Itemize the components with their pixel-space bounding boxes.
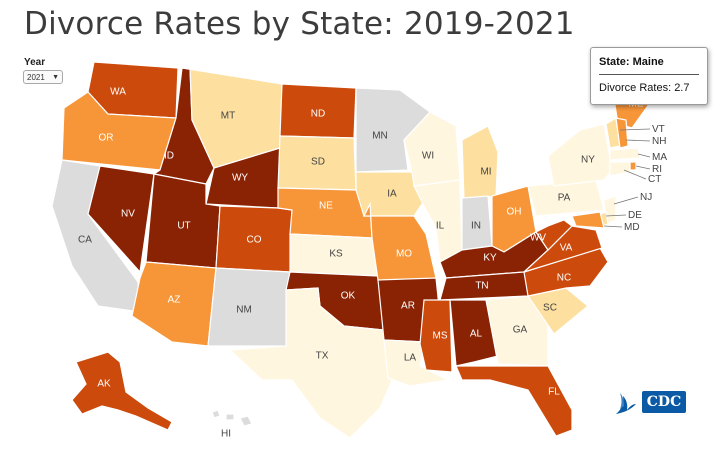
state-label-ak: AK <box>97 379 111 390</box>
state-label-ca: CA <box>78 235 92 246</box>
state-label-co: CO <box>247 235 262 246</box>
state-ak[interactable] <box>71 351 173 431</box>
chevron-down-icon: ▼ <box>52 74 59 81</box>
state-label-de: DE <box>628 210 642 221</box>
state-label-ok: OK <box>341 291 356 302</box>
state-label-nh: NH <box>652 136 666 147</box>
page-title: Divorce Rates by State: 2019-2021 <box>24 6 575 42</box>
state-wv[interactable] <box>535 219 573 251</box>
state-label-ks: KS <box>329 249 343 260</box>
state-label-ga: GA <box>513 325 528 336</box>
state-label-ny: NY <box>581 155 595 166</box>
state-label-mi: MI <box>480 167 491 178</box>
tooltip-state: State: Maine <box>599 56 699 75</box>
state-label-wi: WI <box>422 151 434 162</box>
state-label-wy: WY <box>232 173 248 184</box>
callout-line-ma <box>637 153 651 158</box>
state-label-la: LA <box>404 353 417 364</box>
state-label-sd: SD <box>311 157 325 168</box>
callout-line-nh <box>625 139 651 142</box>
state-label-nd: ND <box>311 109 325 120</box>
state-md[interactable] <box>571 211 605 229</box>
state-label-vt: VT <box>652 124 665 135</box>
state-label-va: VA <box>560 243 573 254</box>
state-al[interactable] <box>449 299 499 367</box>
state-label-in: IN <box>471 221 481 232</box>
state-label-nj: NJ <box>640 192 652 203</box>
state-hi[interactable] <box>211 409 253 427</box>
callout-line-nj <box>613 196 639 205</box>
state-tx[interactable] <box>228 287 393 439</box>
state-label-ut: UT <box>177 221 190 232</box>
state-label-al: AL <box>470 329 483 340</box>
state-ct[interactable] <box>609 161 631 177</box>
state-label-sc: SC <box>543 303 557 314</box>
state-label-pa: PA <box>558 193 571 204</box>
state-nh[interactable] <box>615 117 629 149</box>
state-label-fl: FL <box>548 387 560 398</box>
year-select-value: 2021 <box>27 73 45 82</box>
state-label-ar: AR <box>401 301 415 312</box>
cdc-logo-text: CDC <box>642 391 686 413</box>
state-label-wv: WV <box>530 233 546 244</box>
hhs-eagle-icon <box>616 393 636 414</box>
state-label-ky: KY <box>483 253 497 264</box>
state-fl[interactable] <box>455 365 573 437</box>
year-select[interactable]: 2021 ▼ <box>23 70 63 84</box>
callout-leaders <box>603 128 651 228</box>
state-label-nv: NV <box>121 209 135 220</box>
callout-line-ct <box>623 169 647 180</box>
state-nv[interactable] <box>87 165 155 274</box>
cdc-logo: CDC <box>612 387 692 417</box>
state-label-tn: TN <box>475 281 488 292</box>
state-ny[interactable] <box>547 123 613 187</box>
state-label-oh: OH <box>507 207 522 218</box>
state-label-nm: NM <box>236 305 252 316</box>
tooltip-rate: Divorce Rates: 2.7 <box>599 82 690 94</box>
state-label-wa: WA <box>110 87 126 98</box>
state-labels: WA OR CA NV ID MT WY UT CO AZ NM ND SD NE KS OK TX MN IA MO… <box>78 87 667 440</box>
state-label-mo: MO <box>396 249 412 260</box>
state-ma[interactable] <box>609 147 641 161</box>
state-label-ct: CT <box>648 174 661 185</box>
callout-line-ri <box>635 165 651 170</box>
state-label-md: MD <box>624 222 640 233</box>
state-label-id: ID <box>164 151 174 162</box>
state-label-tx: TX <box>316 351 329 362</box>
callout-line-de <box>605 214 627 217</box>
state-tooltip: State: Maine Divorce Rates: 2.7 <box>590 47 708 105</box>
state-va[interactable] <box>523 225 603 273</box>
callout-line-vt <box>619 128 651 131</box>
state-label-ri: RI <box>652 164 662 175</box>
state-label-hi: HI <box>221 429 231 440</box>
state-label-nc: NC <box>557 273 571 284</box>
state-label-ms: MS <box>433 331 448 342</box>
callout-line-md <box>603 225 623 228</box>
state-label-ne: NE <box>319 201 333 212</box>
state-label-mt: MT <box>221 111 235 122</box>
state-label-az: AZ <box>168 295 181 306</box>
state-ga[interactable] <box>485 295 549 367</box>
state-mi[interactable] <box>461 125 499 201</box>
state-ms[interactable] <box>419 299 453 373</box>
state-label-il: IL <box>436 221 445 232</box>
state-ri[interactable] <box>629 161 637 171</box>
state-label-ia: IA <box>387 189 397 200</box>
state-label-mn: MN <box>372 131 388 142</box>
state-label-or: OR <box>99 133 114 144</box>
state-label-ma: MA <box>652 152 667 163</box>
year-filter-label: Year <box>24 57 46 68</box>
